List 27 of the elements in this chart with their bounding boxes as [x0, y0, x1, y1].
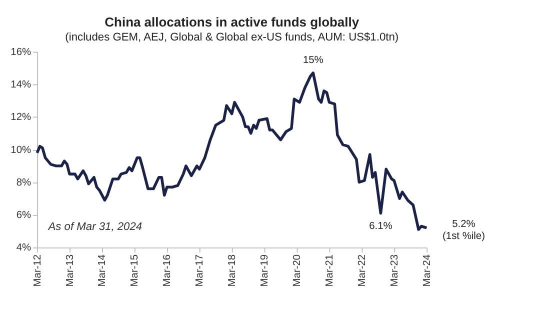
y-tick-label: 16%: [10, 47, 32, 58]
annotation: 5.2% (1st %ile): [442, 218, 485, 242]
x-tick-label: Mar-22: [356, 254, 368, 287]
y-tick-label: 8%: [16, 177, 32, 188]
x-tick-label: Mar-14: [97, 254, 108, 287]
line-series: [36, 72, 428, 231]
chart-title: China allocations in active funds globally: [104, 14, 360, 30]
y-tick-label: 4%: [16, 242, 32, 254]
y-tick-label: 6%: [16, 210, 32, 222]
y-tick-label: 10%: [10, 144, 32, 156]
x-tick-label: Mar-20: [292, 254, 304, 287]
annotation: 15%: [302, 54, 324, 66]
x-tick-label: Mar-21: [324, 254, 336, 287]
x-tick-label: Mar-18: [227, 254, 238, 287]
x-tick-label: Mar-15: [130, 254, 141, 287]
chart-subtitle: (includes GEM, AEJ, Global & Global ex-US funds, AUM: US$1.0tn): [65, 32, 399, 44]
y-tick-label: 14%: [10, 80, 32, 91]
x-tick-label: Mar-19: [260, 254, 271, 287]
x-tick-label: Mar-13: [64, 254, 76, 287]
x-tick-label: Mar-12: [32, 254, 44, 287]
y-tick-label: 12%: [10, 112, 32, 124]
x-tick-label: Mar-17: [194, 254, 206, 287]
x-tick-label: Mar-23: [389, 254, 400, 287]
annotation: As of Mar 31, 2024: [47, 220, 142, 233]
x-tick-label: Mar-24: [422, 254, 433, 287]
x-tick-label: Mar-16: [162, 254, 174, 287]
annotation: 6.1%: [369, 220, 392, 232]
